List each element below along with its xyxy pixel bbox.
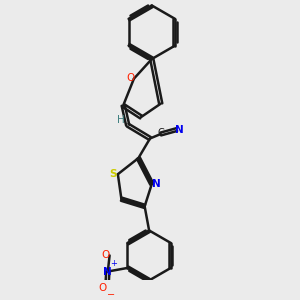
Text: N: N	[175, 124, 184, 135]
Text: O: O	[98, 284, 106, 293]
Text: N: N	[152, 179, 161, 189]
Text: O: O	[126, 73, 134, 83]
Text: −: −	[107, 290, 116, 300]
Text: O: O	[101, 250, 109, 260]
Text: N: N	[103, 266, 112, 277]
Text: S: S	[110, 169, 117, 179]
Text: H: H	[117, 115, 124, 125]
Text: C: C	[157, 128, 164, 138]
Text: +: +	[110, 259, 117, 268]
